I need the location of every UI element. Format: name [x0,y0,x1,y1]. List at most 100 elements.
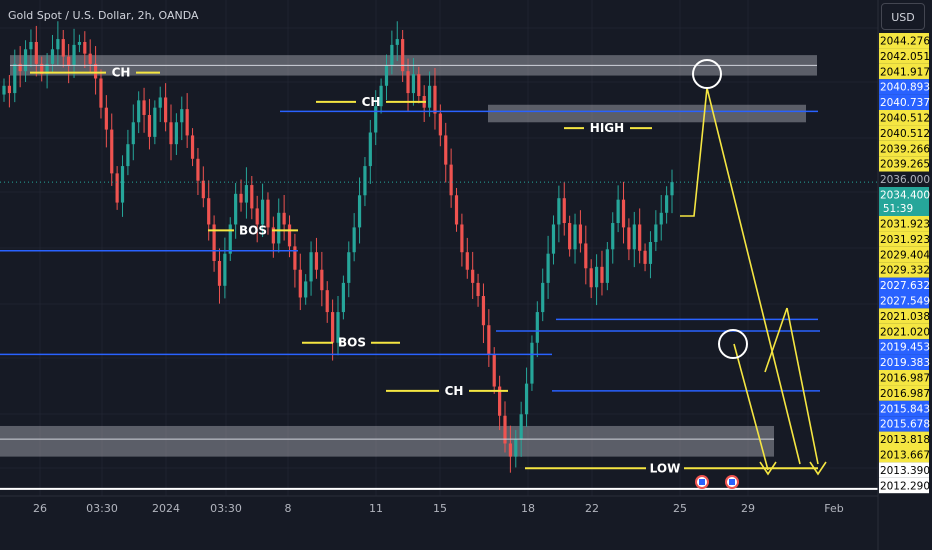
candle-body [282,212,286,225]
candle-body [594,266,599,288]
candle-body [600,266,604,283]
price-label-bg [879,48,929,64]
candle-body [234,193,238,225]
candle-body [174,122,178,145]
candle-body [498,386,502,416]
candle-body [99,78,103,108]
price-label: 2031.923 [880,219,930,231]
ch-label: CH [445,384,464,398]
candle-body [93,63,98,79]
price-label-bg [879,354,929,370]
price-label: 2034.400 [880,190,930,202]
projection-path [680,87,801,465]
price-label: 2040.512 [880,113,930,125]
ch-label: CH [112,66,131,80]
candle-body [29,41,33,50]
candle-body [616,199,620,224]
candle-body [336,312,340,343]
candle-body [632,224,636,250]
price-label: 2040.893 [880,82,930,94]
price-label-bg [879,110,929,126]
price-label-bg [879,246,929,263]
x-tick-label: 22 [585,502,599,515]
candle-body [670,182,674,196]
candle-body [23,49,28,72]
price-label-bg [879,63,929,80]
price-label-bg [879,447,929,463]
price-label: 2013.667 [880,450,930,462]
price-label-bg [879,370,929,386]
price-label: 2040.512 [880,128,930,140]
candle-body [530,342,534,384]
projection-path [786,307,819,465]
candle-body [352,227,356,253]
bos-label: BOS [239,223,267,237]
candle-body [573,224,577,250]
candle-body [519,414,523,440]
price-label: 2041.917 [880,66,930,78]
candle-body [126,144,130,167]
candle-body [568,223,572,250]
candle-body [131,122,135,145]
candle-body [115,173,119,203]
price-label: 2019.453 [880,342,930,354]
price-label: 2019.383 [880,357,930,369]
x-tick-label: 26 [33,502,47,515]
candle-body [643,250,647,264]
candle-body [665,195,669,213]
price-label: 2021.020 [880,326,930,338]
candle-body [325,290,329,313]
candle-body [72,44,76,66]
candle-body [546,253,550,283]
x-tick-label: 25 [673,502,687,515]
candle-body [578,224,583,244]
candle-body [217,260,222,286]
price-label: 2027.632 [880,280,930,292]
candle-body [454,195,459,225]
candle-body [638,224,642,251]
symbol-legend[interactable]: Gold Spot / U.S. Dollar, 2h, OANDA [8,9,199,22]
price-label-bg [879,94,929,110]
price-label: 2036.000 [880,174,930,186]
candles [2,21,674,473]
price-label: 2015.678 [880,419,930,431]
candle-body [77,41,82,45]
candle-body [557,198,561,225]
time-axis [0,496,878,550]
candle-body [341,282,345,313]
x-tick-label: 29 [741,502,755,515]
candle-body [271,227,275,244]
candle-body [347,252,351,283]
candle-body [137,100,141,123]
price-label: 2013.818 [880,434,930,446]
price-label-bg [879,231,929,247]
candle-body [481,296,486,326]
candle-body [379,85,383,107]
currency-button[interactable]: USD [881,3,925,30]
candle-body [508,443,512,457]
candle-body [45,63,49,75]
candle-body [309,252,313,282]
high-zone [488,104,806,123]
candle-body [374,106,378,133]
price-label-bg [879,416,929,432]
x-tick-label: 11 [369,502,383,515]
price-label-bg [879,385,929,401]
candle-body [260,199,265,225]
price-label: 2042.051 [880,51,930,63]
candle-body [190,135,195,159]
price-label: 2027.549 [880,296,930,308]
projection-arrowhead [759,461,777,476]
candle-body [427,85,432,108]
candle-body [406,71,410,94]
candle-body [551,224,556,254]
projection-path [733,343,769,471]
candle-body [250,185,254,209]
candle-body [449,164,453,196]
price-label: 2013.390 [880,465,930,477]
price-label-bg [879,79,929,95]
price-label-bg [879,308,929,324]
price-label: 2029.332 [880,265,930,277]
candle-body [627,227,631,250]
